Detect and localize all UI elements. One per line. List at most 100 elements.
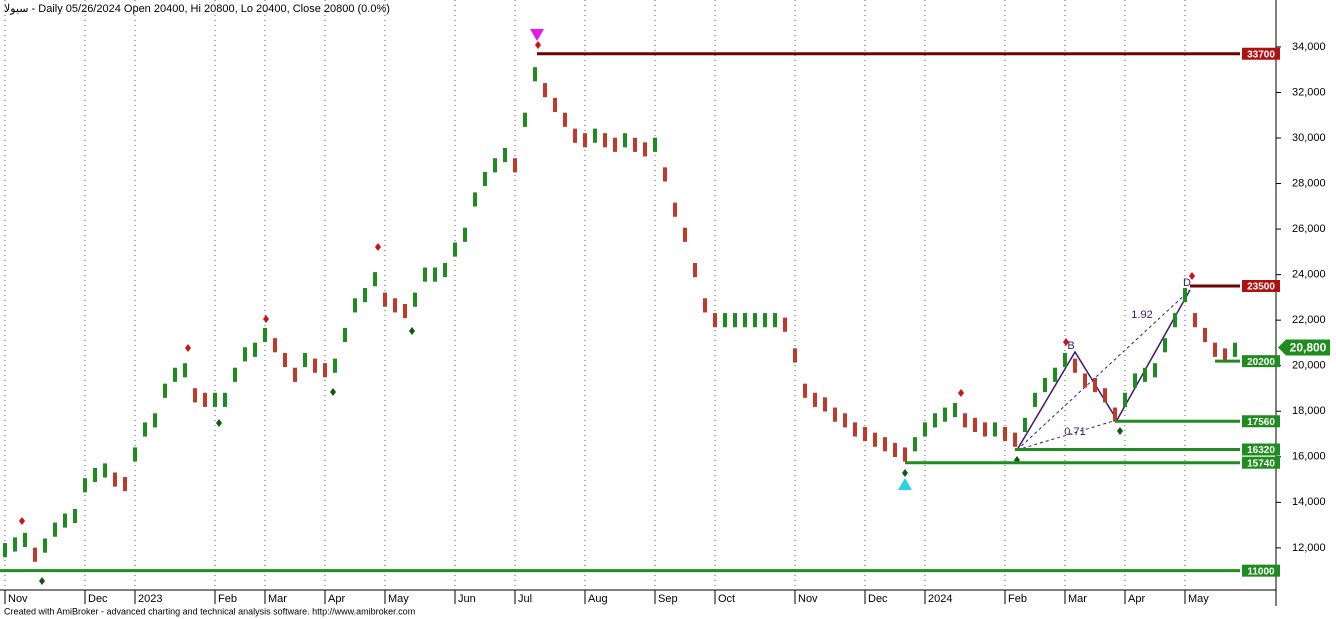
price-bar — [1023, 417, 1027, 432]
level-label: 16320 — [1247, 445, 1275, 456]
level-label: 23500 — [1247, 282, 1275, 293]
level-label-box — [1242, 355, 1280, 368]
price-bar — [493, 158, 497, 173]
price-bar — [633, 137, 637, 152]
price-bar — [373, 272, 377, 287]
price-bar — [823, 397, 827, 412]
price-bar — [1233, 342, 1237, 357]
annotation: 0.71 — [1064, 426, 1085, 438]
price-bar — [1153, 363, 1157, 378]
price-bar — [203, 392, 207, 407]
level-label: 11000 — [1247, 566, 1275, 577]
level-label-box — [1242, 47, 1280, 60]
price-bar — [463, 227, 467, 242]
price-bar — [683, 227, 687, 242]
price-bar — [293, 367, 297, 382]
price-bar — [1223, 348, 1227, 363]
price-bar — [853, 422, 857, 437]
price-bar — [573, 128, 577, 143]
price-bar — [973, 417, 977, 432]
x-tick-label: 2023 — [138, 593, 162, 605]
y-tick-label: 16,000 — [1292, 451, 1326, 463]
price-bar — [393, 298, 397, 313]
price-bar — [583, 133, 587, 148]
y-tick-label: 28,000 — [1292, 177, 1326, 189]
price-bar — [1013, 432, 1017, 447]
price-bar — [1123, 392, 1127, 407]
price-bar — [283, 352, 287, 368]
peak-marker — [1189, 272, 1195, 280]
price-bar — [533, 67, 537, 82]
level-label: 15740 — [1247, 458, 1275, 469]
annotation: 1.92 — [1131, 309, 1152, 321]
level-label: 20200 — [1247, 357, 1275, 368]
price-bar — [433, 267, 437, 282]
price-bar — [483, 171, 487, 187]
price-bar — [943, 407, 947, 422]
price-bar — [3, 543, 7, 558]
x-tick-label: Apr — [1128, 593, 1145, 605]
price-bar — [783, 317, 787, 332]
price-bar — [1033, 392, 1037, 407]
y-tick-label: 18,000 — [1292, 405, 1326, 417]
price-bar — [1163, 338, 1167, 353]
price-bar — [233, 367, 237, 382]
level-label: 17560 — [1247, 417, 1275, 428]
x-tick-label: Apr — [328, 593, 345, 605]
price-bar — [953, 403, 957, 418]
price-bar — [613, 137, 617, 152]
price-bar — [773, 313, 777, 328]
y-tick-label: 34,000 — [1292, 41, 1326, 53]
price-bar — [343, 327, 347, 343]
price-bar — [1133, 373, 1137, 388]
trough-marker — [216, 419, 222, 427]
price-bar — [553, 97, 557, 113]
x-tick-label: Sep — [658, 593, 678, 605]
price-bar — [813, 392, 817, 407]
price-bar — [13, 537, 17, 552]
price-bar — [593, 128, 597, 143]
price-bar — [173, 367, 177, 382]
price-bar — [933, 413, 937, 428]
price-bar — [1173, 313, 1177, 328]
trough-markers — [39, 327, 1123, 585]
price-bar — [673, 202, 677, 217]
price-bar — [273, 338, 277, 353]
x-tick-label: Jul — [518, 593, 532, 605]
price-bar — [43, 538, 47, 553]
level-label-box — [1242, 443, 1280, 456]
x-tick-label: Feb — [1008, 593, 1027, 605]
price-bar — [923, 422, 927, 437]
price-bar — [473, 192, 477, 207]
y-tick-label: 12,000 — [1292, 542, 1326, 554]
annotation: D — [1183, 277, 1191, 289]
price-bar — [753, 313, 757, 328]
peak-markers — [19, 41, 1195, 525]
x-tick-label: 2024 — [928, 593, 952, 605]
peak-marker — [375, 243, 381, 251]
price-bar — [1073, 358, 1077, 373]
y-tick-label: 22,000 — [1292, 314, 1326, 326]
trough-marker — [1117, 427, 1123, 435]
price-bar — [863, 426, 867, 442]
price-bar — [623, 133, 627, 148]
price-bar — [323, 363, 327, 378]
price-bar — [73, 508, 77, 524]
price-bar — [443, 262, 447, 278]
trough-marker — [409, 327, 415, 335]
price-bar — [873, 432, 877, 447]
price-bar — [1113, 407, 1117, 422]
price-bar — [713, 313, 717, 328]
trough-marker — [39, 577, 45, 585]
price-bar — [103, 463, 107, 478]
price-bar — [263, 327, 267, 343]
price-bar — [1103, 388, 1107, 403]
price-bar — [653, 137, 657, 152]
price-bar — [1193, 313, 1197, 328]
price-bar — [983, 422, 987, 437]
price-bar — [243, 347, 247, 362]
price-bar — [453, 242, 457, 257]
price-bar — [1083, 373, 1087, 388]
level-label-box — [1242, 415, 1280, 428]
price-bar — [423, 267, 427, 282]
